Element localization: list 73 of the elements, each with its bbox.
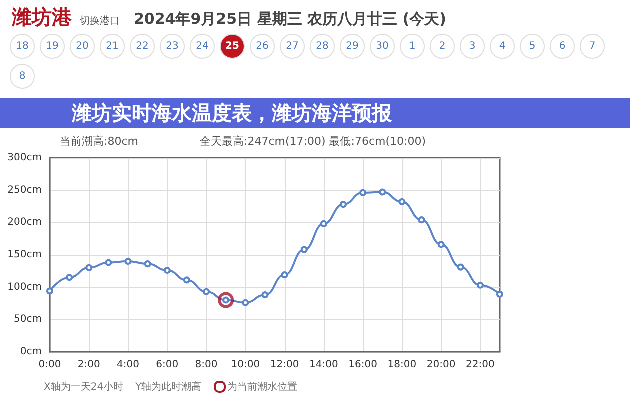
text: 4 (490, 34, 515, 59)
text: 切换港口 (80, 14, 120, 28)
point (262, 292, 269, 299)
point (418, 216, 426, 224)
point (46, 288, 54, 295)
point (360, 189, 367, 196)
point (144, 260, 152, 268)
text: 当前潮高:80cm (60, 135, 138, 148)
text: 29 (340, 34, 365, 59)
x-tick-label: 8:00 (195, 360, 218, 370)
y-tick-label: 50cm (14, 314, 42, 326)
x-tick-label: 14:00 (310, 360, 338, 370)
x-tick-label: 18:00 (388, 360, 417, 370)
point (183, 276, 190, 284)
point (105, 259, 112, 266)
text: 3 (460, 34, 485, 59)
text: X轴为一天24小时 (44, 380, 124, 394)
text: 2 (430, 34, 455, 59)
point (281, 272, 288, 279)
text: 30 (370, 34, 395, 59)
point (164, 267, 171, 274)
text: 1 (400, 34, 425, 59)
x-tick-label: 22:00 (466, 360, 495, 370)
x-tick-label: 6:00 (156, 360, 179, 370)
text: 28 (310, 34, 335, 59)
point (457, 264, 464, 271)
point (218, 292, 234, 308)
point (242, 299, 250, 306)
point (124, 258, 132, 265)
point (66, 274, 74, 282)
y-tick-label: 150cm (8, 250, 42, 260)
point (300, 246, 308, 254)
x-tick-label: 4:00 (117, 360, 140, 370)
point (438, 241, 445, 248)
text: 全天最高:247cm(17:00) 最低:76cm(10:00) (200, 135, 426, 148)
text: Y轴为此时潮高 (136, 380, 202, 394)
x-tick-label: 12:00 (270, 360, 300, 370)
text: 26 (250, 34, 275, 59)
chart-subtitle: 2024年9月25日 星期三 农历八月廿三 (今天) (134, 10, 446, 29)
text: 25 (220, 34, 245, 59)
text: 5 (520, 34, 545, 59)
chart-title: 潍坊实时海水温度表，潍坊海洋预报 (0, 98, 630, 128)
point (320, 220, 328, 228)
point (340, 201, 347, 208)
y-tick-label: 100cm (8, 282, 42, 293)
y-tick-label: 200cm (8, 217, 42, 228)
x-tick-label: 20:00 (426, 360, 456, 370)
text: 潍坊港 (12, 4, 72, 31)
text: 27 (280, 34, 305, 59)
x-tick-label: 2:00 (78, 360, 100, 370)
text: 18 (10, 34, 35, 59)
y-tick-label: 300cm (8, 152, 42, 164)
point (86, 264, 93, 272)
point (398, 198, 406, 206)
point (496, 290, 504, 298)
text: 23 (160, 34, 185, 59)
text: 7 (580, 34, 605, 59)
text: 6 (550, 34, 575, 59)
y-tick-label: 250cm (8, 184, 42, 196)
text: 22 (130, 34, 155, 59)
text: 20 (70, 34, 95, 59)
point (203, 288, 210, 296)
text: 24 (190, 34, 215, 59)
text: 为当前潮水位置 (228, 380, 298, 394)
point (379, 188, 386, 196)
x-tick-label: 0:00 (38, 360, 62, 370)
y-tick-label: 0cm (20, 346, 42, 358)
x-tick-label: 16:00 (348, 360, 378, 370)
x-tick-label: 10:00 (231, 360, 260, 370)
point (476, 282, 484, 289)
text: 19 (40, 34, 65, 59)
text: 21 (100, 34, 125, 59)
text: 8 (10, 64, 35, 89)
